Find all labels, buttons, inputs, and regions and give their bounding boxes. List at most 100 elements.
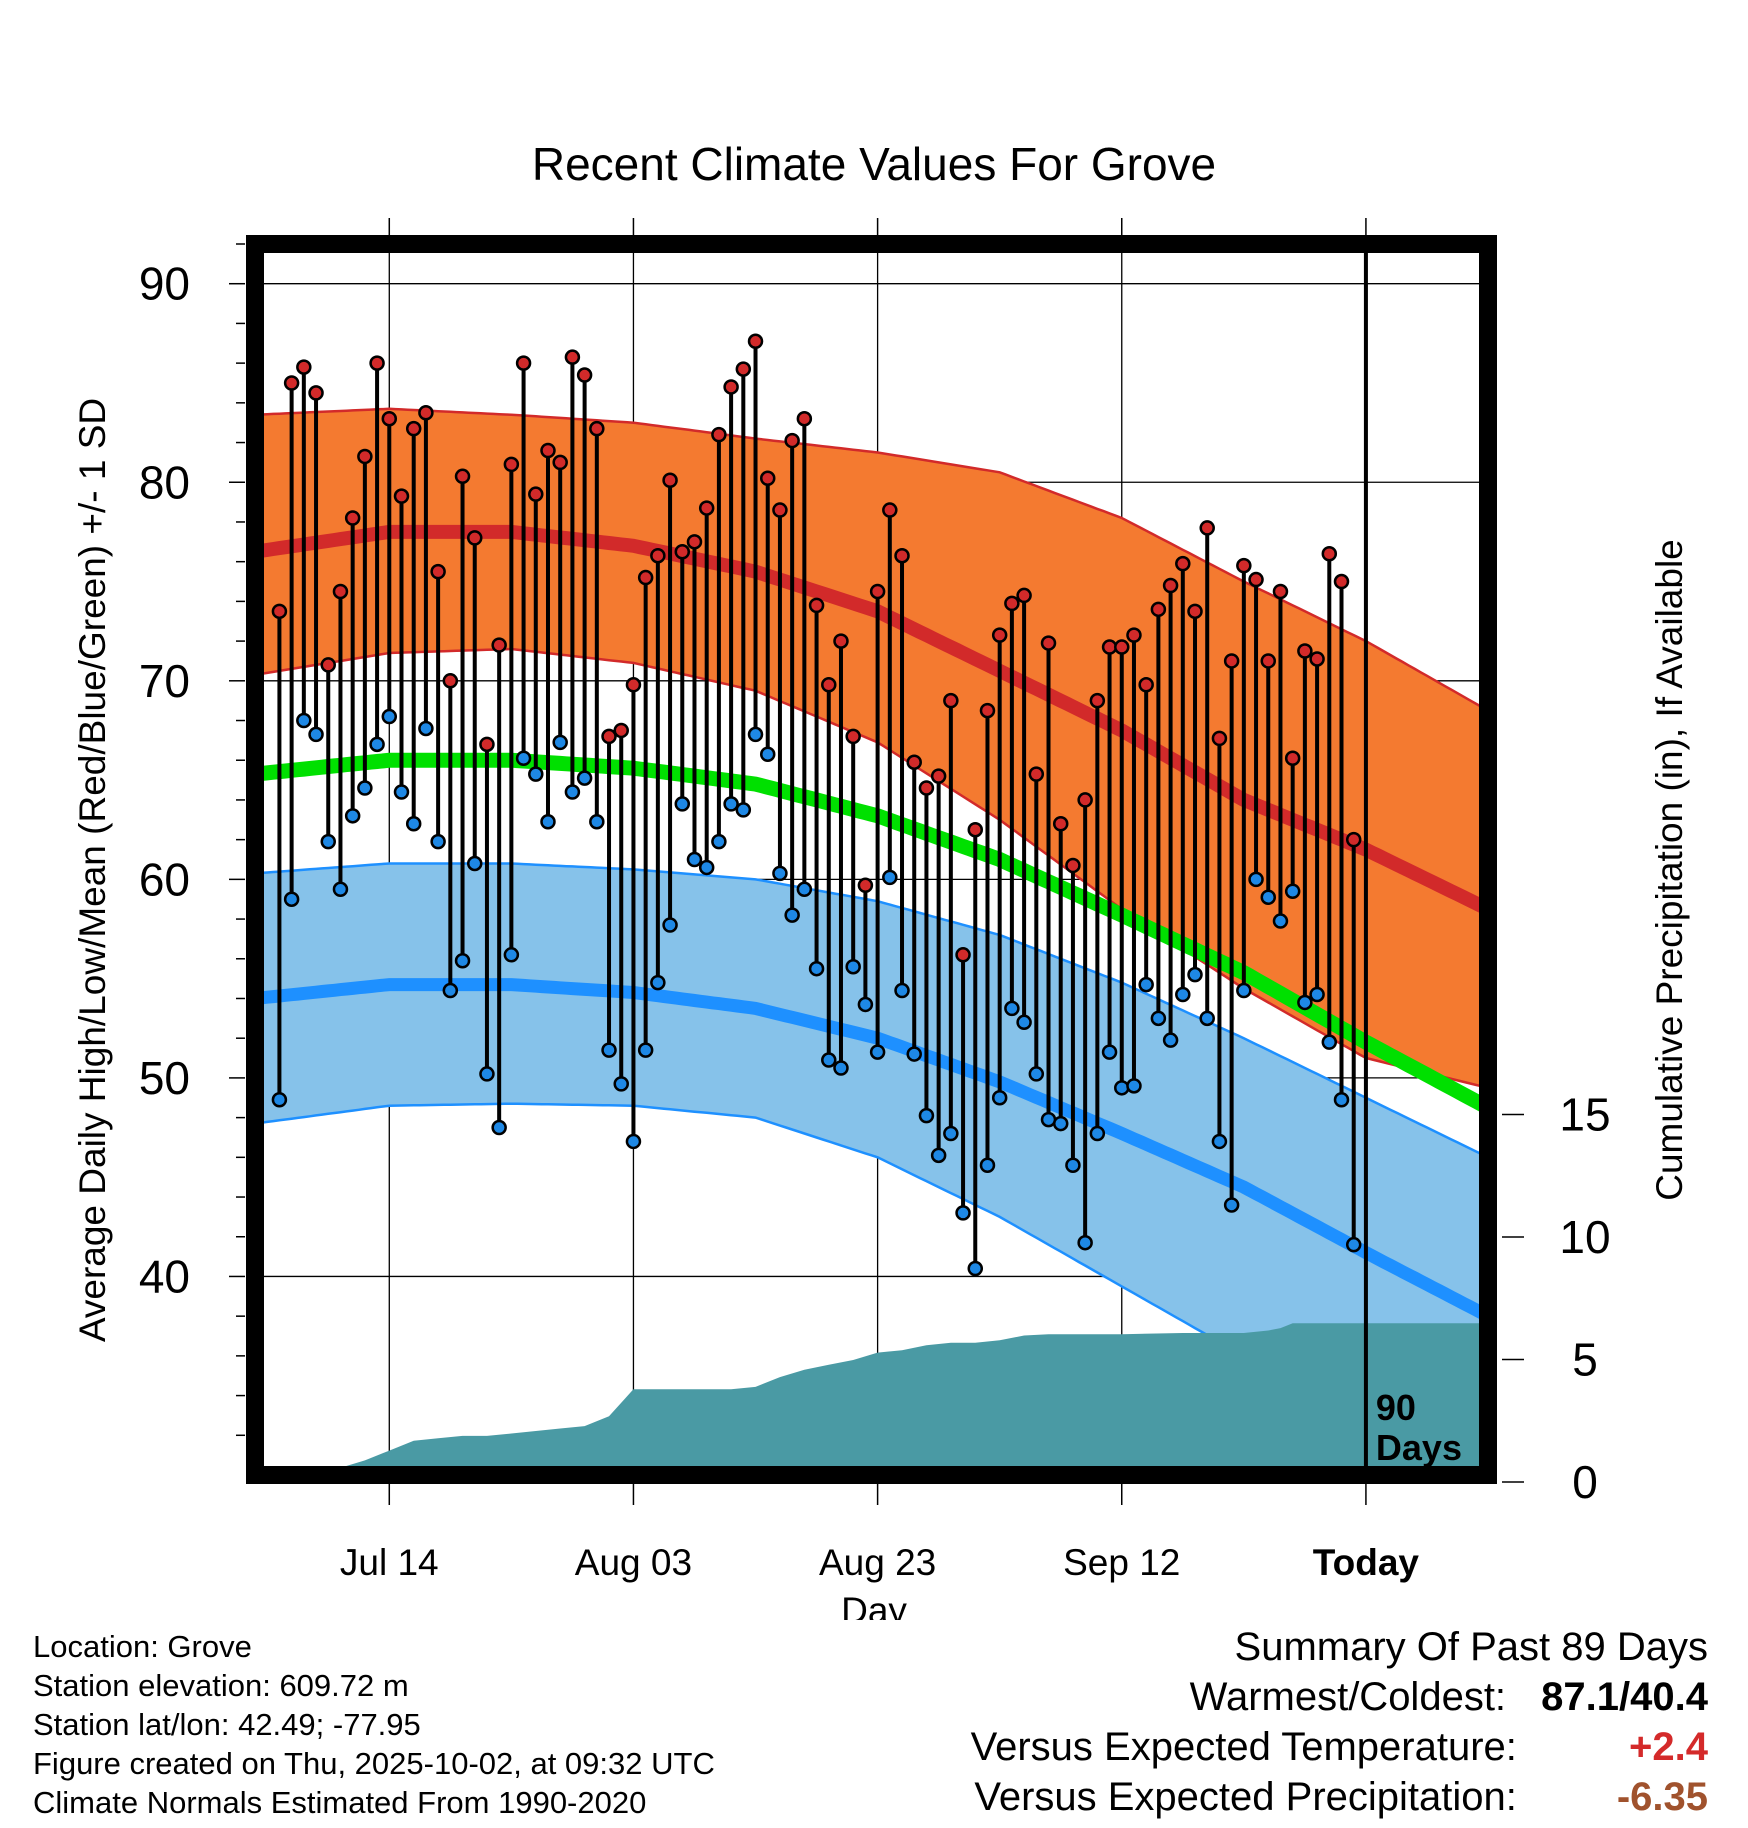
daily-high-point (991, 627, 1008, 643)
daily-low-point (674, 796, 691, 812)
daily-low-point (796, 881, 813, 898)
normal-low-band (255, 862, 1488, 1475)
daily-low-point (686, 851, 703, 868)
warm-cold-value: 87.1/40.4 (1541, 1675, 1708, 1719)
daily-low-point (625, 1133, 642, 1150)
normal-high-line (255, 524, 1488, 916)
daily-low-point (1297, 994, 1313, 1011)
daily-low-point (1211, 1133, 1228, 1150)
daily-low-point (1028, 1066, 1045, 1082)
daily-high-point (430, 563, 446, 580)
daily-low-point (1089, 1125, 1106, 1142)
daily-high-point (955, 947, 971, 963)
daily-high-point (1138, 677, 1154, 693)
x-axis-label: Day (841, 1590, 907, 1620)
daily-low-point (1126, 1078, 1142, 1094)
daily-low-point (723, 796, 739, 812)
plot-frame (246, 235, 1497, 1484)
daily-high-point (1345, 831, 1362, 848)
daily-high-point (283, 375, 300, 391)
daily-high-point (357, 448, 373, 465)
daily-high-point (662, 472, 678, 489)
daily-low-point (479, 1066, 495, 1082)
daily-low-point (515, 750, 532, 766)
daily-low-point (869, 1044, 886, 1060)
daily-low-point (369, 736, 385, 753)
daily-low-point (1248, 871, 1264, 888)
daily-low-point (1175, 986, 1191, 1003)
daily-high-point (589, 420, 605, 437)
daily-high-point (979, 702, 996, 719)
daily-high-point (967, 821, 984, 838)
daily-high-point (271, 603, 288, 620)
daily-high-point (1028, 766, 1045, 782)
daily-high-point (1199, 520, 1215, 536)
daily-high-point (418, 405, 434, 421)
daily-low-point (1321, 1034, 1338, 1050)
precip-label: Versus Expected Precipitation: (974, 1775, 1517, 1819)
daily-low-point (1077, 1234, 1093, 1251)
daily-high-point (503, 456, 520, 473)
daily-low-point (405, 816, 422, 832)
daily-low-point (1187, 966, 1203, 983)
daily-high-point (759, 470, 776, 487)
daily-high-point (686, 534, 703, 550)
daily-high-point (1297, 643, 1313, 659)
daily-low-point (930, 1147, 947, 1164)
daily-low-point (1309, 986, 1325, 1003)
daily-high-point (1260, 653, 1277, 669)
warm-cold-label: Warmest/Coldest: (1189, 1675, 1507, 1719)
daily-high-point (1040, 635, 1057, 651)
x-tick-label: Jul 14 (340, 1542, 439, 1583)
daily-low-point (466, 855, 483, 872)
daily-low-point (759, 746, 776, 763)
summary-heading: Summary Of Past 89 Days (1234, 1625, 1708, 1669)
daily-high-point (1284, 750, 1301, 766)
normal-mean-line (255, 752, 1488, 1115)
daily-low-point (1065, 1157, 1081, 1174)
daily-high-point (735, 361, 752, 377)
daily-high-point (1150, 601, 1167, 618)
y-tick-label: 80 (139, 456, 190, 508)
daily-low-point (308, 726, 324, 743)
ninety-days-label-1: 90 (1376, 1387, 1416, 1428)
daily-high-point (1272, 583, 1289, 600)
daily-high-point (296, 359, 312, 375)
daily-high-point (723, 379, 739, 395)
daily-high-point (1114, 639, 1130, 655)
daily-high-point (1223, 653, 1240, 669)
daily-low-point (1114, 1080, 1130, 1096)
daily-low-point (967, 1260, 984, 1277)
daily-low-point (1199, 1010, 1215, 1027)
daily-high-point (1236, 557, 1252, 574)
daily-high-point (625, 677, 642, 693)
daily-high-point (784, 432, 800, 449)
daily-high-point (320, 657, 336, 673)
daily-low-point (1016, 1014, 1032, 1031)
daily-low-point (821, 1052, 837, 1068)
daily-low-point (601, 1042, 617, 1058)
temp-value: +2.4 (1629, 1725, 1708, 1769)
daily-low-point (943, 1125, 959, 1142)
daily-high-point (1333, 573, 1350, 590)
daily-low-point (955, 1205, 971, 1221)
daily-low-point (1150, 1010, 1167, 1027)
daily-high-point (528, 486, 544, 502)
daily-low-point (1284, 883, 1301, 900)
daily-high-point (515, 355, 532, 371)
temp-label: Versus Expected Temperature: (970, 1725, 1517, 1769)
daily-low-point (564, 784, 581, 800)
summary-warm-cold: Warmest/Coldest: 87.1/40.4 (971, 1672, 1708, 1722)
daily-high-point (479, 736, 495, 753)
ninety-days-label-2: Days (1376, 1427, 1462, 1468)
daily-high-point (540, 442, 556, 459)
daily-high-point (821, 677, 837, 693)
daily-high-point (674, 544, 691, 560)
daily-high-point (1321, 545, 1338, 562)
daily-high-point (1004, 595, 1020, 612)
daily-low-point (906, 1046, 922, 1062)
daily-low-point (808, 960, 825, 977)
daily-high-point (552, 454, 568, 471)
y-tick-label: 60 (139, 853, 190, 905)
daily-low-point (711, 833, 727, 850)
